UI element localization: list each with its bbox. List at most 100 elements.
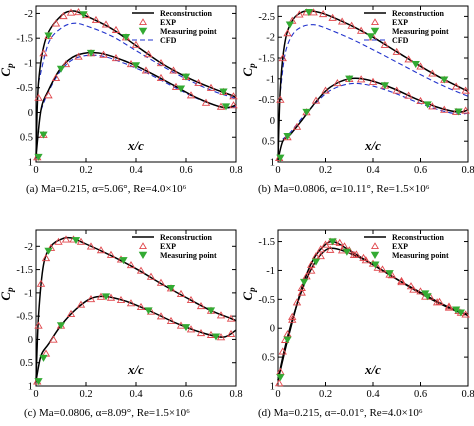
y-tick-label: -0.5 [16,83,33,94]
exp-point [136,266,146,274]
exp-point [51,19,61,27]
x-tick-label: 0 [33,165,38,176]
exp-point [288,312,297,320]
legend-swatch-measuring [370,251,380,260]
legend-label: Reconstruction [392,233,445,242]
exp-point [435,297,444,305]
x-tick-label: 0 [33,389,38,400]
y-tick-label: 0 [28,108,33,119]
measuring-point [44,32,53,40]
exp-point [283,29,292,37]
exp-point [307,266,316,274]
exp-point [356,75,366,83]
exp-point [144,50,153,58]
exp-point [276,95,285,103]
legend-label: Measuring point [160,27,217,36]
y-tick-label: 1 [28,382,33,393]
exp-point [186,91,196,99]
y-tick-label: 1 [270,382,275,393]
exp-point [333,79,342,87]
cfd-curve-upper [279,24,469,97]
exp-point [444,302,454,310]
exp-point [368,77,378,85]
measuring-point [34,153,43,161]
legend-label: EXP [160,18,176,27]
exp-point [99,50,108,58]
x-tick-label: 0.2 [79,165,92,176]
measuring-point [311,258,321,266]
legend-swatch-measuring [138,251,148,260]
y-tick-label: 0 [270,324,275,335]
measuring-point [302,108,311,116]
exp-point [216,311,226,319]
exp-point [216,102,226,110]
caption-c: (c) Ma=0.0806, α=8.09°, Re=1.5×10⁶ [24,407,190,419]
exp-point [404,91,413,99]
exp-point [196,301,206,310]
exp-point [216,333,226,341]
exp-point [337,17,347,25]
exp-point [156,278,166,286]
exp-point [380,40,390,48]
y-tick-label: -1 [266,74,275,85]
legend-label: Measuring point [392,251,449,260]
legend-label: EXP [392,242,408,251]
y-tick-label: -1.5 [258,54,275,65]
exp-point [392,47,401,55]
measuring-point [121,34,131,42]
measuring-point [276,154,285,162]
exp-point [361,256,371,264]
y-tick-label: 1 [270,158,275,169]
legend-label: Measuring point [160,251,217,260]
x-tick-label: 0.4 [129,165,143,176]
exp-point [278,347,287,355]
measuring-point [206,307,216,315]
exp-point [156,312,166,320]
exp-point [328,13,337,21]
exp-point [397,276,406,285]
exp-point [275,379,284,387]
exp-point [385,270,394,278]
measuring-point [345,75,354,83]
y-tick-label: -1.5 [16,34,33,45]
y-tick-label: 0.5 [262,137,275,148]
y-tick-label: -2 [24,9,33,20]
legend-swatch-exp [139,18,147,26]
reconstruction-curve-lower [277,247,469,381]
exp-point [61,59,71,68]
x-axis-label: x/c [364,362,381,377]
chart-panel-3: 0 0.2 0.4 0.6 0.8 -1.5 -1 -0.5 0 0.5 1 x/c Cp Reconst… [240,229,474,400]
exp-point [288,315,297,323]
measuring-point [181,73,191,81]
exp-point [392,86,401,94]
y-tick-label: -2 [266,33,275,44]
caption-b: (b) Ma=0.0806, α=10.11°, Re=1.5×10⁶ [258,183,430,195]
measuring-point [86,49,96,57]
measuring-point [34,378,43,386]
exp-point [229,92,238,100]
caption-d: (d) Ma=0.215, α=-0.01°, Re=4.0×10⁶ [258,407,423,419]
cfd-curve-lower [282,82,469,140]
exp-point [36,279,46,287]
x-axis-label: x/c [364,138,381,153]
measuring-point [385,270,394,278]
exp-point [44,91,53,99]
x-tick-label: 0.8 [461,389,474,400]
exp-point [156,59,166,67]
exp-point [404,55,413,63]
exp-point [59,11,68,20]
x-tick-label: 0 [275,389,280,400]
x-tick-label: 0.2 [319,165,332,176]
y-tick-label: -1.5 [16,265,33,276]
exp-point [91,15,101,24]
measuring-point [119,257,128,265]
exp-point [428,102,437,110]
exp-point [76,237,86,245]
measuring-point [328,238,337,246]
y-axis-label: Cp [0,63,15,77]
exp-point [440,105,449,113]
x-tick-label: 0.2 [319,389,332,400]
exp-point [326,245,335,253]
exp-point [226,314,236,322]
exp-point [146,272,156,280]
